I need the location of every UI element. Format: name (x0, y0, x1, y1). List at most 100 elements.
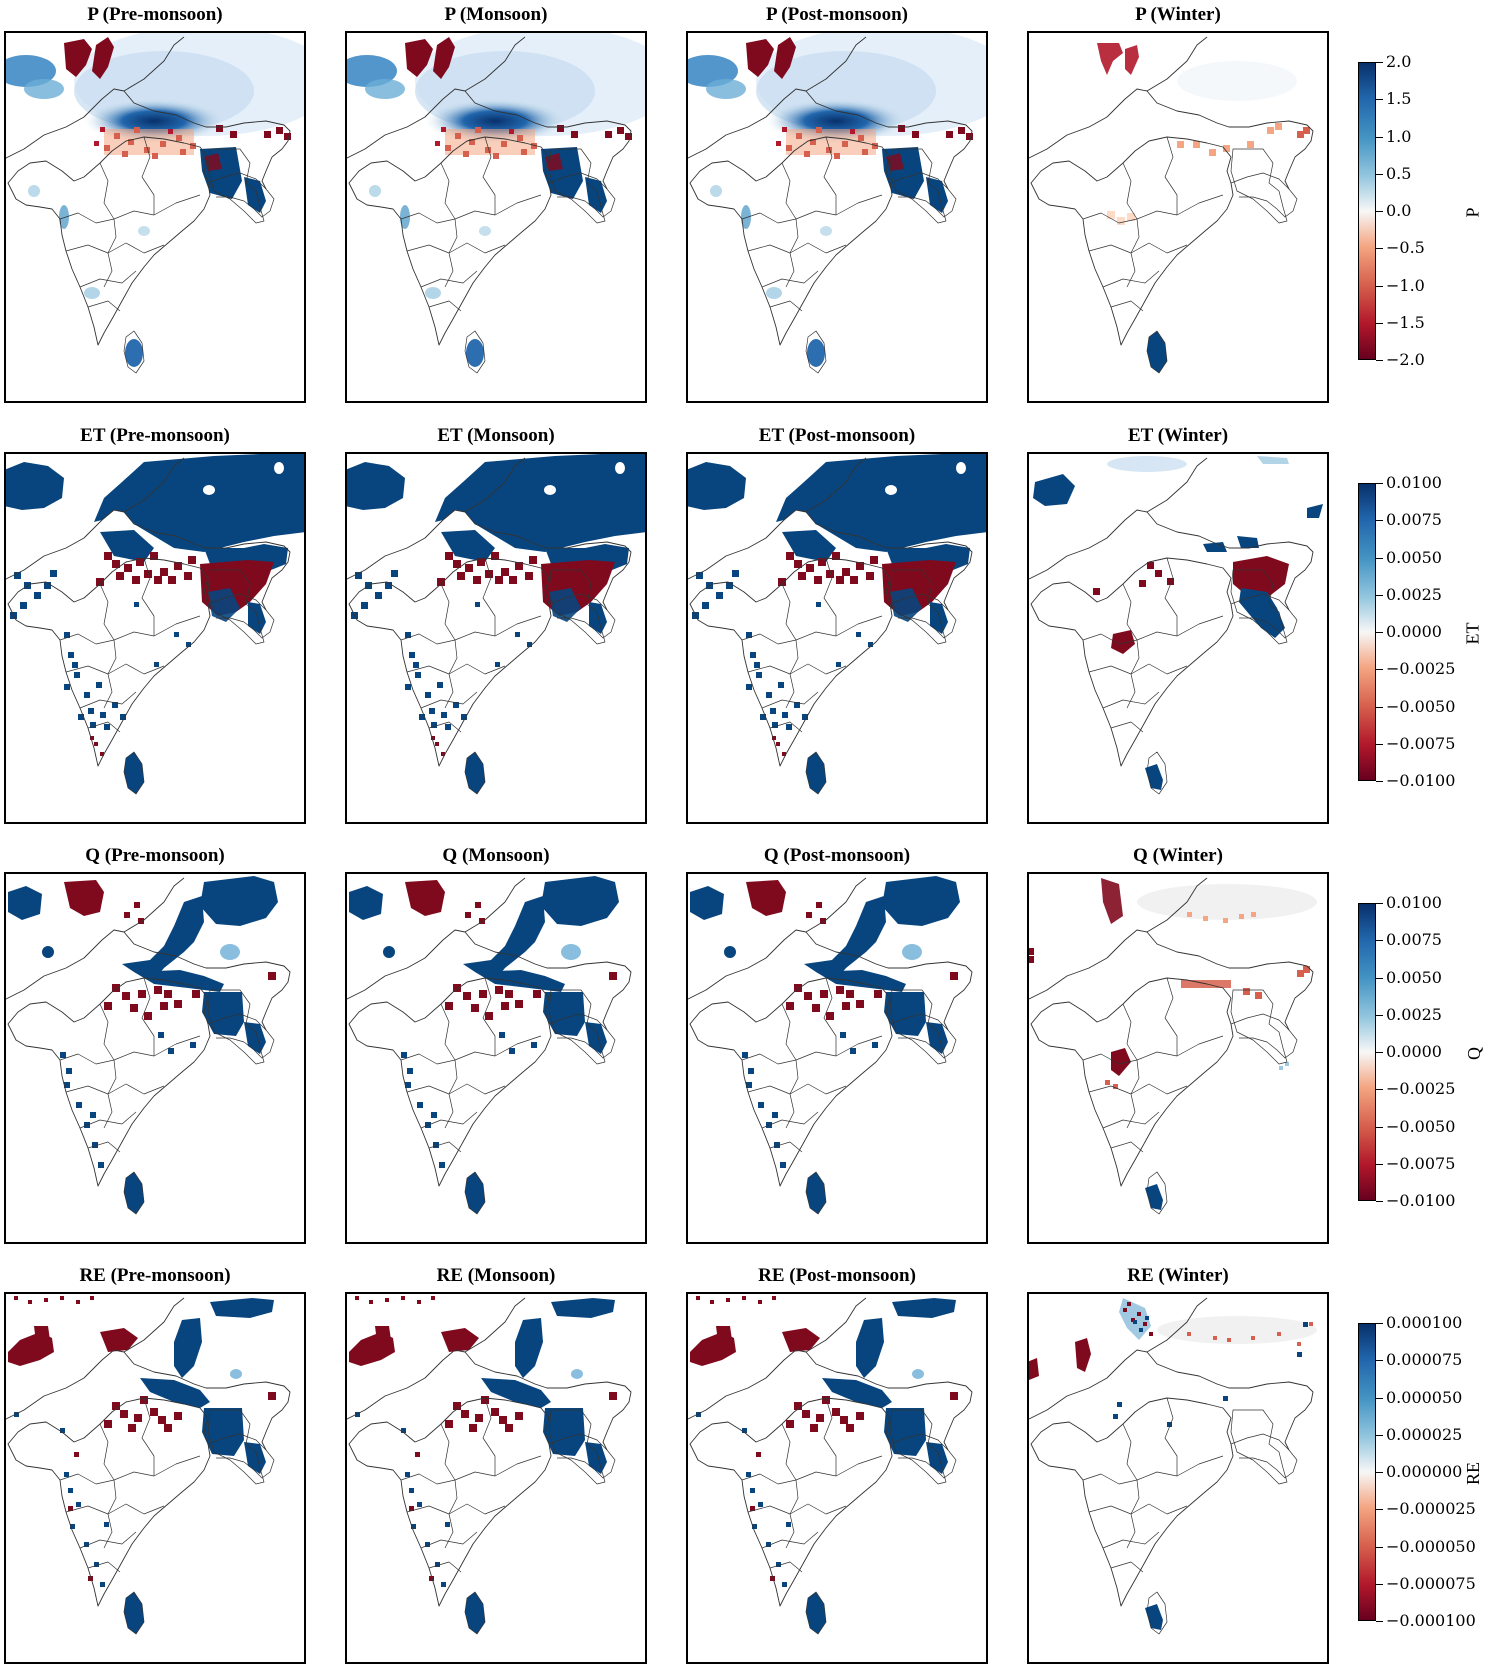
map-re-post-monsoon (686, 1292, 988, 1664)
colorbar-tick (1376, 903, 1383, 904)
country-boundaries (686, 36, 973, 374)
colorbar-tick-label: −0.0025 (1386, 1079, 1456, 1099)
map-frame (345, 452, 647, 824)
map-et-post-monsoon (686, 452, 988, 824)
colorbar-tick (1376, 940, 1383, 942)
panel-p-monsoon: P (Monsoon) (345, 4, 647, 403)
panel-q-post-monsoon: Q (Post-monsoon) (686, 845, 988, 1244)
data-field (349, 1296, 617, 1634)
map-frame (1027, 452, 1329, 824)
colorbar-tick (1376, 781, 1383, 782)
colorbar-label: Q (1464, 1047, 1484, 1060)
map-q-pre-monsoon (4, 872, 306, 1244)
country-boundaries (345, 36, 632, 374)
panel-p-winter: P (Winter) (1027, 4, 1329, 403)
country-boundaries (345, 1297, 632, 1635)
colorbar-tick-label: −0.0050 (1386, 1116, 1456, 1136)
colorbar-tick-label: 0.0025 (1386, 1004, 1442, 1024)
colorbar-tick-label: 0.0050 (1386, 967, 1442, 987)
colorbar-tick-label: −0.000100 (1386, 1611, 1476, 1630)
panel-title: Q (Pre-monsoon) (85, 845, 225, 866)
colorbar-tick (1376, 632, 1383, 633)
colorbar-tick (1376, 1546, 1383, 1548)
colorbar-tick (1376, 1089, 1383, 1091)
panel-q-winter: Q (Winter) (1027, 845, 1329, 1244)
colorbar-tick-label: −0.000050 (1386, 1536, 1476, 1556)
colorbar-tick-label: 0.0075 (1386, 930, 1442, 950)
panel-re-winter: RE (Winter) (1027, 1265, 1329, 1664)
colorbar-tick-label: 0.0000 (1386, 1042, 1442, 1061)
colorbar-tick-label: −1.5 (1386, 312, 1425, 332)
panel-title: P (Monsoon) (444, 4, 548, 25)
data-field (4, 31, 306, 367)
colorbar-tick-label: 0.0 (1386, 201, 1412, 220)
colorbar-tick-label: 0.0050 (1386, 547, 1442, 567)
data-field (690, 1296, 958, 1634)
colorbar-tick-label: −0.0075 (1386, 733, 1456, 753)
map-p-pre-monsoon (4, 31, 306, 403)
colorbar-tick-label: 0.000050 (1386, 1387, 1463, 1407)
colorbar-tick-label: 0.0075 (1386, 510, 1442, 530)
map-frame (686, 872, 988, 1244)
country-boundaries (1027, 1297, 1314, 1635)
colorbar-tick (1376, 594, 1383, 596)
data-field (349, 876, 619, 1214)
colorbar-tick-label: 0.0000 (1386, 622, 1442, 641)
panel-title: ET (Monsoon) (437, 425, 555, 446)
colorbar-tick (1376, 669, 1383, 671)
map-frame (1027, 1292, 1329, 1664)
colorbar-tick (1376, 706, 1383, 708)
data-field (1027, 1298, 1317, 1630)
colorbar-label: ET (1462, 622, 1483, 645)
colorbar-tick (1376, 1163, 1383, 1165)
colorbar-tick (1376, 1434, 1383, 1436)
colorbar-tick (1376, 1472, 1383, 1473)
data-field (4, 452, 306, 794)
colorbar-tick (1376, 1509, 1383, 1511)
colorbar-label: P (1462, 207, 1483, 218)
colorbar-tick-label: 1.0 (1386, 126, 1412, 146)
colorbar-tick (1376, 211, 1383, 212)
map-frame (345, 31, 647, 403)
colorbar-tick (1376, 136, 1383, 138)
data-field (1033, 456, 1323, 790)
map-frame (4, 1292, 306, 1664)
colorbar-tick-label: 0.000075 (1386, 1350, 1463, 1370)
colorbar-q (1358, 903, 1376, 1201)
panel-q-monsoon: Q (Monsoon) (345, 845, 647, 1244)
panel-title: RE (Winter) (1127, 1265, 1229, 1286)
data-field (686, 31, 988, 367)
map-et-pre-monsoon (4, 452, 306, 824)
map-q-winter (1027, 872, 1329, 1244)
colorbar-tick-label: 0.5 (1386, 163, 1412, 183)
colorbar-tick (1376, 1397, 1383, 1399)
country-boundaries (1027, 877, 1314, 1215)
map-frame (1027, 31, 1329, 403)
map-re-winter (1027, 1292, 1329, 1664)
colorbar-tick-label: 1.5 (1386, 89, 1412, 109)
colorbar-tick (1376, 1014, 1383, 1016)
country-boundaries (4, 877, 291, 1215)
colorbar-tick-label: 0.0100 (1386, 473, 1442, 492)
colorbar-tick-label: −1.0 (1386, 275, 1425, 295)
map-q-post-monsoon (686, 872, 988, 1244)
map-frame (686, 31, 988, 403)
data-field (8, 876, 278, 1214)
map-frame (4, 872, 306, 1244)
country-boundaries (686, 877, 973, 1215)
panel-et-pre-monsoon: ET (Pre-monsoon) (4, 425, 306, 824)
country-boundaries (345, 457, 632, 795)
colorbar-tick-label: −0.0100 (1386, 771, 1456, 790)
colorbar-tick-label: 0.000000 (1386, 1462, 1463, 1481)
panel-title: Q (Winter) (1133, 845, 1223, 866)
panel-title: Q (Post-monsoon) (763, 845, 911, 866)
panel-et-post-monsoon: ET (Post-monsoon) (686, 425, 988, 824)
panel-title: RE (Pre-monsoon) (79, 1265, 231, 1286)
panel-title: P (Pre-monsoon) (87, 4, 223, 25)
map-frame (345, 872, 647, 1244)
panel-p-post-monsoon: P (Post-monsoon) (686, 4, 988, 403)
data-field (1027, 878, 1317, 1210)
data-field (1097, 43, 1310, 373)
colorbar-tick (1376, 248, 1383, 250)
colorbar-tick (1376, 483, 1383, 484)
